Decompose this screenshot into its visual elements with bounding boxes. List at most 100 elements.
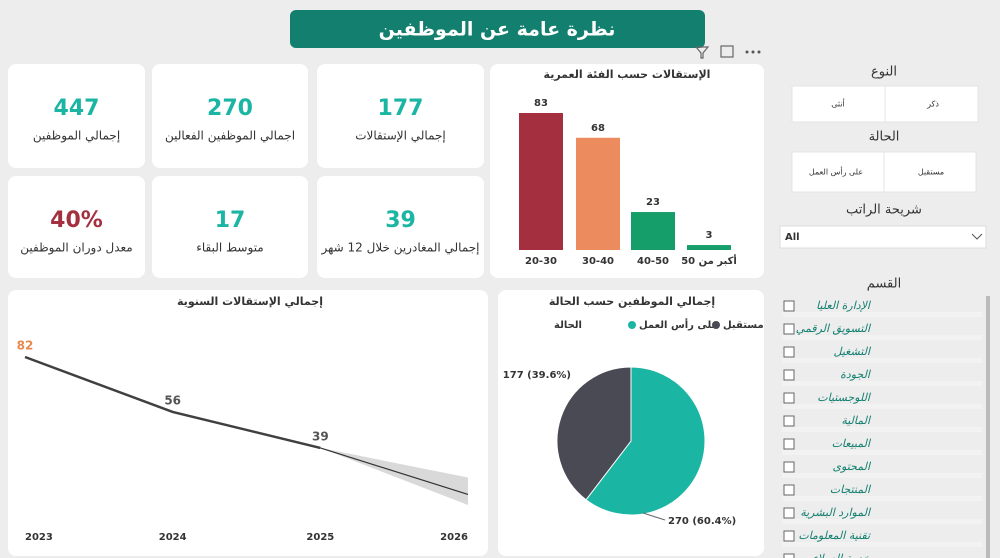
legend-title: الحالة <box>554 320 582 331</box>
slicer-title: الحالة <box>869 130 900 145</box>
card <box>8 64 145 168</box>
title-banner <box>290 10 705 48</box>
list-row <box>782 496 982 501</box>
list-row <box>782 427 982 432</box>
kpi-value: 270 <box>207 96 253 121</box>
dropdown-value: All <box>785 232 800 243</box>
checkbox[interactable] <box>783 415 795 427</box>
bar <box>576 137 620 250</box>
department-item[interactable]: خدمة العملاء <box>812 552 870 558</box>
forecast-band <box>320 447 468 505</box>
kpi-label: إجمالي الإستقالات <box>355 129 446 143</box>
checkbox[interactable] <box>783 553 795 558</box>
kpi-label: متوسط البقاء <box>196 241 264 256</box>
pie-slice <box>585 366 706 516</box>
department-item[interactable]: الإدارة العليا <box>816 299 872 312</box>
bar <box>519 113 563 250</box>
slicer-title: النوع <box>871 65 897 80</box>
x-tick-label: 30-40 <box>582 256 614 267</box>
checkbox[interactable] <box>783 392 795 404</box>
department-item[interactable]: الجودة <box>840 368 872 381</box>
slicer-option[interactable]: أنثى <box>831 99 845 109</box>
chart-title: إجمالي الإستقالات السنوية <box>177 295 323 308</box>
more-icon[interactable] <box>745 50 761 54</box>
filter-icon[interactable] <box>694 46 710 59</box>
department-item[interactable]: التسويق الرقمي <box>796 322 872 335</box>
legend-marker <box>712 321 720 329</box>
card <box>8 290 488 556</box>
chevron <box>971 233 983 240</box>
x-tick-label: 2023 <box>25 532 53 543</box>
kpi-value: 177 <box>378 96 424 121</box>
scrollbar <box>986 296 990 558</box>
data-label: 68 <box>591 123 605 134</box>
bar <box>631 212 675 250</box>
x-tick-label: 2026 <box>440 532 468 543</box>
department-item[interactable]: المنتجات <box>830 483 872 496</box>
checkbox[interactable] <box>783 507 795 519</box>
checkbox[interactable] <box>783 323 795 335</box>
list-row <box>782 473 982 478</box>
list-row <box>782 335 982 340</box>
checkbox[interactable] <box>783 300 795 312</box>
list-row <box>782 450 982 455</box>
legend-label: مستقبل <box>723 320 764 331</box>
kpi-value: 17 <box>215 208 246 233</box>
list-row <box>782 312 982 317</box>
slicer-option[interactable]: على رأس العمل <box>809 167 863 177</box>
department-item[interactable]: المبيعات <box>832 437 872 450</box>
toolbar <box>694 45 734 59</box>
checkbox[interactable] <box>783 438 795 450</box>
list-row <box>782 381 982 386</box>
pie-slice <box>556 366 632 501</box>
slicer-title: شريحة الراتب <box>846 203 922 218</box>
data-label: 39 <box>312 429 329 443</box>
bar <box>687 245 731 250</box>
dot <box>751 50 755 54</box>
checkbox[interactable] <box>783 530 795 542</box>
dot <box>757 50 761 54</box>
checkbox[interactable] <box>783 461 795 473</box>
data-label: 23 <box>646 197 660 208</box>
slicer-option[interactable]: ذكر <box>926 100 939 109</box>
checkbox[interactable] <box>783 484 795 496</box>
card <box>317 64 484 168</box>
slicer-option[interactable]: مستقبل <box>918 168 944 177</box>
data-label: 3 <box>706 230 713 241</box>
checkbox[interactable] <box>783 369 795 381</box>
x-tick-label: 2024 <box>159 532 187 543</box>
list-row <box>782 404 982 409</box>
x-tick-label: 2025 <box>306 532 334 543</box>
department-item[interactable]: التشغيل <box>834 345 872 358</box>
list-row <box>782 519 982 524</box>
card <box>152 176 308 278</box>
kpi-label: اجمالي الموظفين الفعالين <box>165 129 295 144</box>
department-item[interactable]: اللوجستيات <box>817 391 872 404</box>
list-row <box>782 358 982 363</box>
data-label: 83 <box>534 98 548 109</box>
department-item[interactable]: الموارد البشرية <box>800 506 872 519</box>
list-row <box>782 542 982 547</box>
leader-line <box>642 512 666 521</box>
kpi-value: 40% <box>50 208 103 233</box>
x-tick-label: 40-50 <box>637 256 669 267</box>
department-item[interactable]: المالية <box>841 414 872 427</box>
kpi-label: معدل دوران الموظفين <box>20 241 132 256</box>
dot <box>745 50 749 54</box>
checkbox[interactable] <box>783 346 795 358</box>
chart-title: الإستقالات حسب الفئة العمرية <box>544 68 711 81</box>
kpi-value: 39 <box>385 208 416 233</box>
data-label: 177 (39.6%) <box>503 370 571 381</box>
focus-icon[interactable] <box>720 45 734 58</box>
card <box>8 176 145 278</box>
line <box>24 355 321 450</box>
data-label: 56 <box>164 393 181 407</box>
legend-marker <box>628 321 636 329</box>
department-item[interactable]: المحتوى <box>833 460 872 473</box>
dropdown[interactable] <box>779 225 987 249</box>
kpi-label: إجمالي المغادرين خلال 12 شهر <box>320 241 479 256</box>
card <box>152 64 308 168</box>
x-tick-label: 20-30 <box>525 256 557 267</box>
department-item[interactable]: تقنية المعلومات <box>798 529 872 542</box>
